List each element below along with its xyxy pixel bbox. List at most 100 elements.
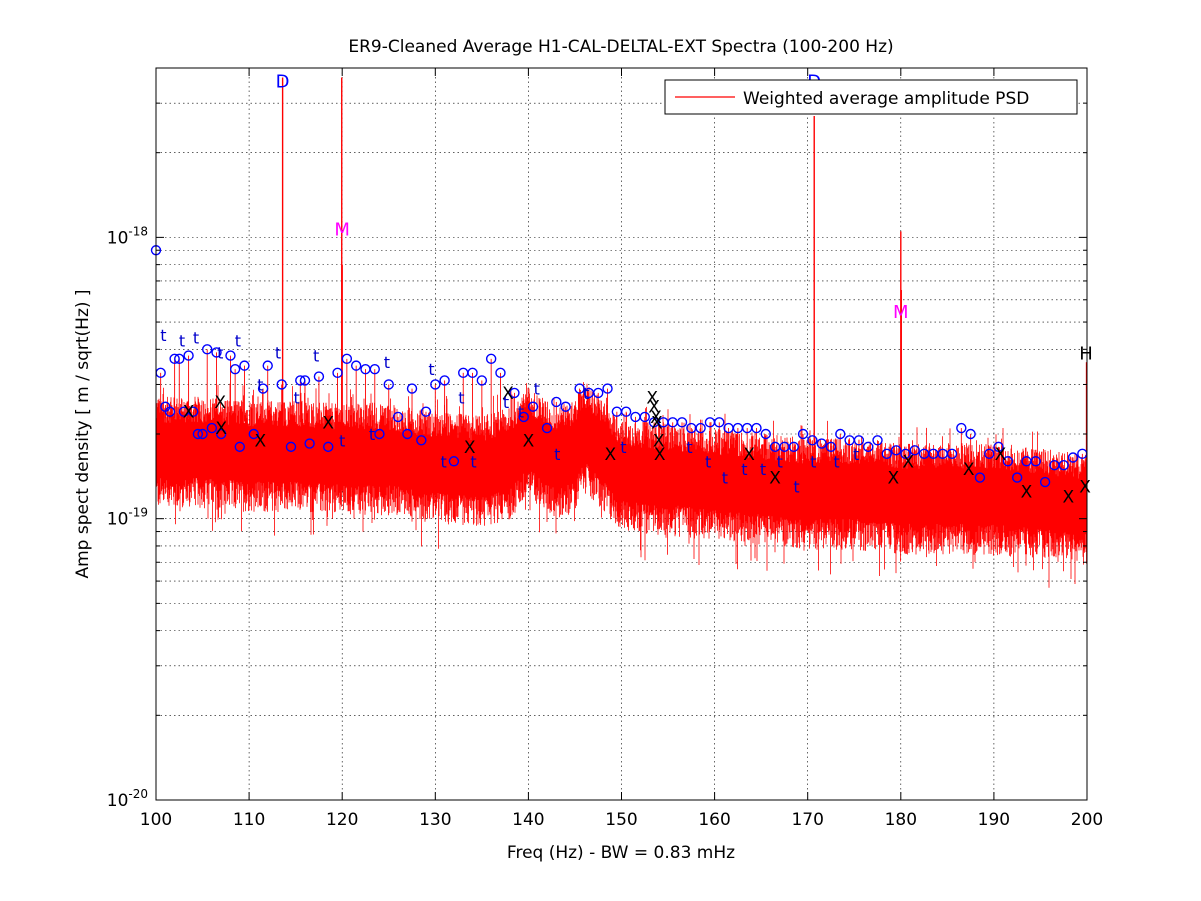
circle-marker	[202, 344, 213, 355]
x-marker: X	[502, 384, 514, 404]
y-tick-label: 10-18	[107, 224, 148, 248]
circle-marker	[1067, 452, 1079, 463]
x-tick-label: 170	[791, 810, 823, 830]
circle-marker	[1030, 456, 1041, 467]
circle-marker	[467, 367, 478, 379]
x-marker: X	[1079, 478, 1091, 498]
x-marker: X	[653, 431, 665, 451]
circle-marker	[853, 435, 865, 446]
circle-marker	[816, 438, 827, 449]
t-marker: t	[722, 469, 728, 488]
circle-marker	[416, 435, 427, 446]
t-marker: t	[470, 452, 476, 471]
t-marker: t	[369, 425, 375, 444]
circle-marker	[825, 441, 837, 453]
t-marker: t	[705, 452, 711, 471]
circle-marker	[276, 379, 287, 390]
circle-marker	[541, 422, 553, 434]
t-marker: t	[503, 393, 509, 412]
circle-marker	[239, 360, 250, 371]
x-marker: X	[902, 452, 914, 472]
circle-marker	[495, 367, 506, 379]
circle-marker	[192, 428, 204, 440]
t-marker: t	[686, 438, 692, 457]
circle-marker	[164, 406, 176, 417]
circle-marker	[835, 428, 846, 440]
x-marker: X	[464, 438, 476, 458]
circle-marker	[304, 438, 315, 449]
x-marker: X	[322, 413, 334, 433]
x-marker: X	[963, 460, 975, 480]
circle-marker	[760, 428, 772, 440]
t-marker: t	[793, 478, 799, 497]
circle-marker	[211, 347, 222, 358]
circle-marker	[323, 441, 334, 453]
circle-marker	[890, 445, 902, 456]
circle-marker	[909, 445, 920, 456]
circle-marker	[984, 448, 995, 460]
circle-marker	[383, 379, 394, 390]
circle-marker	[369, 363, 380, 375]
circle-marker	[676, 417, 688, 428]
legend-label: Weighted average amplitude PSD	[743, 89, 1029, 109]
annotation-label: M	[334, 220, 350, 241]
x-axis-label: Freq (Hz) - BW = 0.83 mHz	[507, 843, 735, 863]
t-marker: t	[853, 445, 859, 464]
circle-marker	[993, 441, 1004, 453]
circle-marker	[974, 472, 986, 483]
circle-marker	[1011, 472, 1023, 483]
circle-marker	[448, 456, 460, 467]
x-tick-label: 130	[419, 810, 451, 830]
circle-marker	[797, 428, 809, 440]
circle-marker	[439, 375, 450, 386]
x-tick-label: 120	[326, 810, 358, 830]
circle-marker	[197, 428, 208, 440]
x-tick-label: 100	[140, 810, 172, 830]
circle-marker	[392, 411, 404, 423]
circle-marker	[374, 428, 385, 440]
t-marker: t	[620, 438, 626, 457]
x-tick-label: 140	[512, 810, 544, 830]
t-marker: t	[193, 329, 199, 348]
axis-ticks: 100 110 120 130 140 150 160 170 180 190 200 10-20 10…	[107, 67, 1103, 830]
x-tick-label: 110	[233, 810, 265, 830]
psd-series	[155, 77, 1088, 588]
circle-marker	[1002, 456, 1014, 467]
t-marker: t	[534, 380, 540, 399]
x-marker: X	[995, 445, 1007, 465]
chart-title: ER9-Cleaned Average H1-CAL-DELTAL-EXT Sp…	[348, 37, 893, 57]
x-marker: X	[650, 408, 662, 428]
annotation-label: H	[1079, 343, 1093, 364]
t-marker: t	[179, 331, 185, 350]
circle-marker	[215, 428, 227, 440]
circle-marker	[174, 353, 185, 365]
circle-marker	[295, 375, 306, 386]
t-marker: t	[293, 388, 299, 407]
circle-marker	[560, 401, 571, 412]
circle-marker	[509, 387, 520, 399]
t-marker: t	[833, 452, 839, 471]
annotation-label: M	[893, 302, 909, 323]
t-marker: t	[339, 431, 345, 450]
x-tick-label: 160	[698, 810, 730, 830]
circle-marker	[206, 422, 218, 434]
t-marker: t	[760, 460, 766, 479]
t-marker: t	[313, 347, 319, 366]
t-marker: t	[441, 452, 447, 471]
x-marker: X	[888, 469, 900, 489]
x-marker: X	[651, 413, 663, 433]
circle-marker	[807, 435, 818, 446]
circle-marker	[574, 383, 585, 394]
circle-marker	[248, 428, 259, 440]
x-tick-label: 200	[1071, 810, 1103, 830]
x-marker: X	[523, 431, 535, 451]
x-tick-label: 190	[978, 810, 1010, 830]
t-marker: t	[257, 375, 263, 394]
circle-marker	[639, 411, 650, 423]
t-marker: t	[741, 460, 747, 479]
circle-marker	[863, 441, 874, 453]
t-marker: t	[518, 403, 524, 422]
y-axis-label: Amp spect density [ m / sqrt(Hz) ]	[73, 289, 93, 578]
